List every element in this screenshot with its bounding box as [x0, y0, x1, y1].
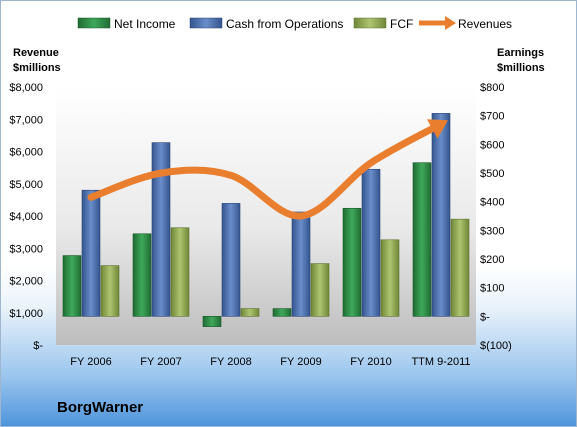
- category-label: FY 2008: [210, 356, 251, 368]
- category-label: FY 2006: [70, 356, 111, 368]
- legend-label-fcf: FCF: [390, 17, 413, 31]
- left-tick-label: $6,000: [9, 147, 43, 159]
- left-axis-title-line1: Revenue: [13, 47, 59, 59]
- left-tick-label: $5,000: [9, 179, 43, 191]
- bar-net-income: [62, 255, 82, 317]
- legend-swatch-cash-from-operations: [189, 17, 223, 29]
- right-tick-label: $(100): [480, 340, 512, 352]
- category-label: FY 2010: [350, 356, 391, 368]
- left-tick-label: $-: [33, 340, 43, 352]
- left-tick-label: $7,000: [9, 114, 43, 126]
- left-tick-label: $1,000: [9, 308, 43, 320]
- left-axis-ticks: $- $1,000 $2,000 $3,000 $4,000 $5,000 $6,000 $7…: [9, 82, 43, 352]
- legend-label-net-income: Net Income: [114, 17, 176, 31]
- bars: [62, 113, 470, 327]
- bar-cash-from-operations: [221, 203, 241, 317]
- bar-fcf: [310, 263, 330, 317]
- right-tick-label: $200: [480, 254, 504, 266]
- legend-label-cash-from-operations: Cash from Operations: [226, 17, 343, 31]
- legend-swatch-fcf: [353, 17, 387, 29]
- bar-fcf: [240, 308, 260, 317]
- right-tick-label: $100: [480, 283, 504, 295]
- left-tick-label: $3,000: [9, 243, 43, 255]
- legend-label-revenues: Revenues: [458, 17, 512, 31]
- left-tick-label: $2,000: [9, 276, 43, 288]
- right-axis-ticks: $(100) $- $100 $200 $300 $400 $500 $600 $700 $800: [480, 82, 512, 352]
- bar-net-income: [132, 233, 152, 317]
- bar-net-income: [202, 316, 222, 327]
- category-label: FY 2007: [140, 356, 181, 368]
- bar-cash-from-operations: [81, 189, 101, 317]
- bar-cash-from-operations: [361, 168, 381, 317]
- revenues-series: [87, 119, 449, 220]
- left-tick-label: $4,000: [9, 211, 43, 223]
- right-tick-label: $600: [480, 139, 504, 151]
- company-name: BorgWarner: [57, 399, 144, 416]
- category-label: TTM 9-2011: [411, 356, 470, 368]
- right-axis-title-line1: Earnings: [497, 47, 544, 59]
- bar-fcf: [100, 265, 120, 317]
- right-tick-label: $500: [480, 168, 504, 180]
- bar-cash-from-operations: [431, 113, 451, 317]
- bar-net-income: [272, 308, 292, 317]
- right-tick-label: $-: [480, 311, 490, 323]
- bar-net-income: [412, 162, 432, 317]
- legend: Net Income Cash from Operations FCF Reve…: [77, 16, 512, 31]
- bar-cash-from-operations: [291, 211, 311, 317]
- revenues-line: [87, 120, 445, 220]
- right-axis-title-line2: $millions: [497, 62, 545, 74]
- bar-fcf: [380, 239, 400, 317]
- bar-fcf: [450, 218, 470, 317]
- right-tick-label: $700: [480, 111, 504, 123]
- left-axis-title-line2: $millions: [13, 62, 61, 74]
- legend-swatch-net-income: [77, 17, 111, 29]
- bar-fcf: [170, 227, 190, 317]
- right-tick-label: $800: [480, 82, 504, 94]
- category-label: FY 2009: [280, 356, 321, 368]
- bar-cash-from-operations: [151, 142, 171, 317]
- right-tick-label: $400: [480, 197, 504, 209]
- plot-area: [56, 87, 476, 345]
- category-labels: FY 2006 FY 2007 FY 2008 FY 2009 FY 2010 TTM 9…: [70, 356, 470, 368]
- left-tick-label: $8,000: [9, 82, 43, 94]
- legend-arrowhead-revenues: [445, 16, 456, 30]
- right-tick-label: $300: [480, 225, 504, 237]
- revenues-arrowhead: [426, 119, 449, 139]
- bar-net-income: [342, 207, 362, 317]
